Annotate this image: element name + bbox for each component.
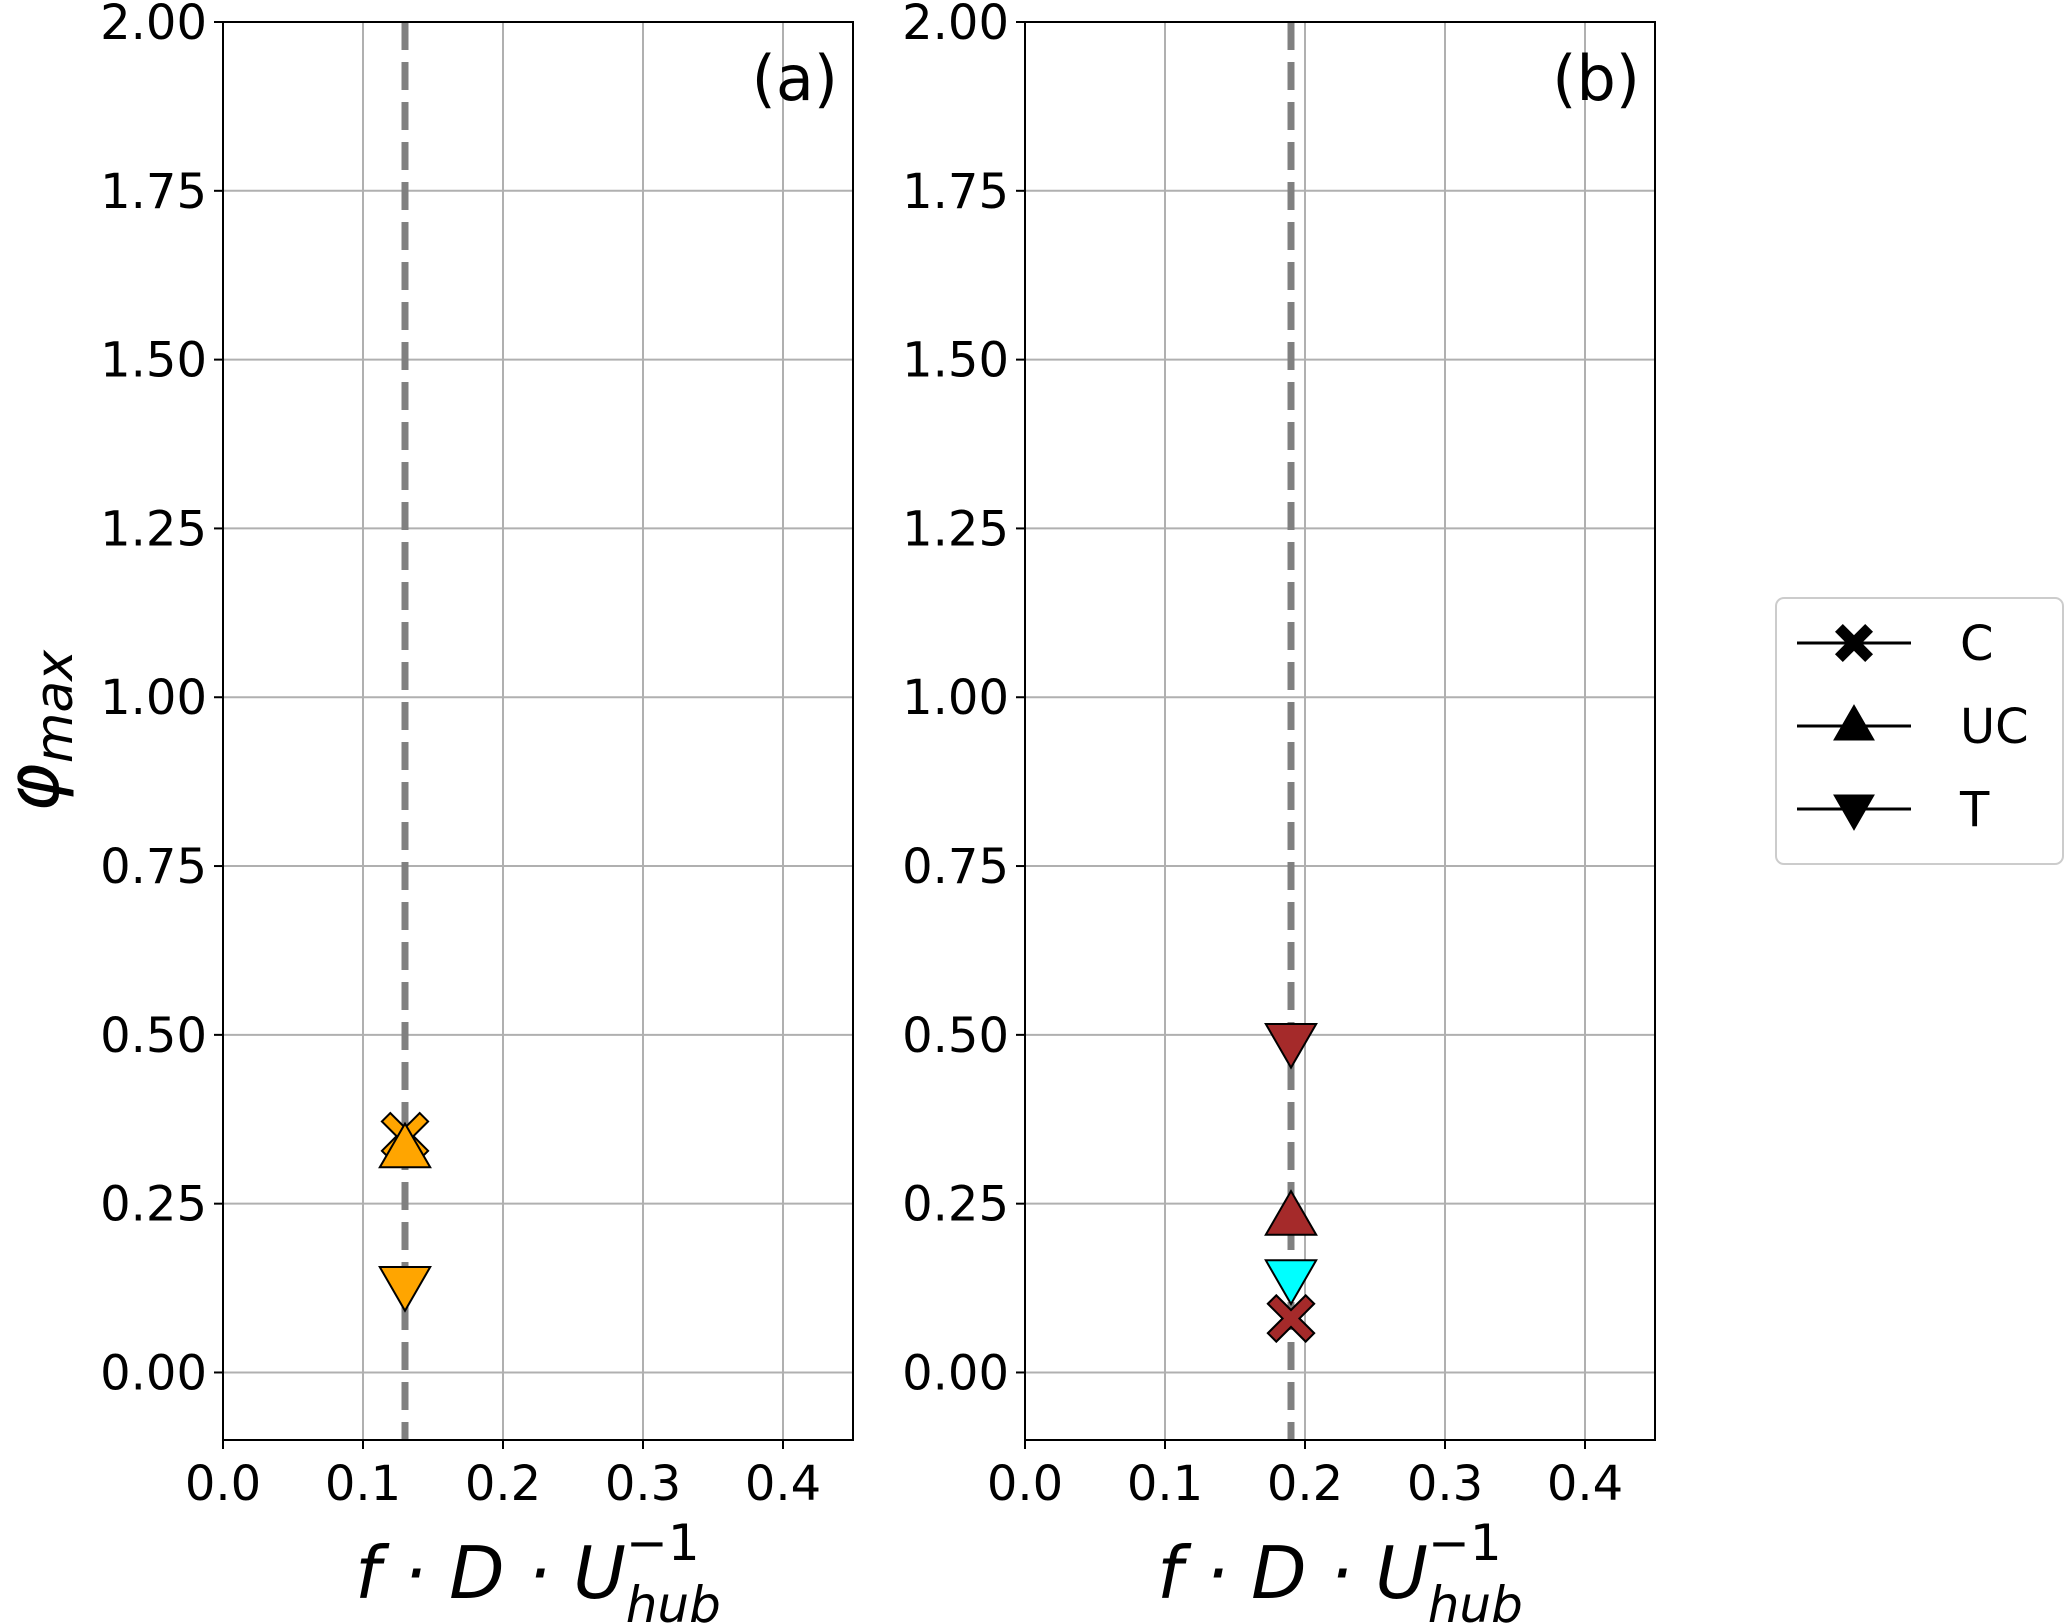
legend-marker-triangle-down (1833, 794, 1875, 831)
y-axis-label: φmax (0, 649, 85, 812)
y-axis-label-main: φ (0, 763, 76, 812)
data-point-triangle-down (1264, 1259, 1318, 1306)
x-tick-label: 0.4 (1547, 1456, 1623, 1512)
legend-marker-x (1834, 623, 1874, 663)
y-tick-label: 1.50 (100, 333, 207, 389)
x-axis-label: f · D · U−1 hub (1157, 1514, 1523, 1623)
y-tick-label: 1.00 (100, 670, 207, 726)
data-point-triangle-up (378, 1121, 432, 1169)
x-axis-label-main: f · D · U (1157, 1531, 1428, 1615)
y-tick-label: 0.75 (100, 839, 207, 895)
y-tick-label: 1.50 (902, 333, 1009, 389)
y-tick-label: 0.00 (100, 1345, 207, 1401)
y-tick-label: 0.25 (100, 1177, 207, 1233)
panel-b: 0.0 0.1 0.2 0.3 0.4 0.00 0.25 0.50 0.75 1.00 1.25 1… (902, 0, 1656, 1623)
panel-a: 0.0 0.1 0.2 0.3 0.4 0.00 0.25 0.50 0.75 1.00 1.25 1… (0, 0, 854, 1623)
x-tick-label: 0.1 (325, 1456, 401, 1512)
x-tick-label: 0.0 (185, 1456, 261, 1512)
y-tick-label: 1.25 (100, 501, 207, 557)
data-point-triangle-down (1264, 1022, 1318, 1070)
panel-label: (b) (1552, 42, 1640, 115)
y-tick-label: 0.75 (902, 839, 1009, 895)
x-tick-label: 0.0 (987, 1456, 1063, 1512)
x-tick-label: 0.2 (465, 1456, 541, 1512)
y-tick-label: 0.25 (902, 1177, 1009, 1233)
legend-label: C (1960, 616, 1994, 672)
x-axis-label-superscript: −1 (1428, 1514, 1502, 1572)
y-tick-label: 0.50 (902, 1008, 1009, 1064)
data-point-triangle-up (1264, 1189, 1318, 1236)
x-tick-label: 0.3 (605, 1456, 681, 1512)
x-axis-label-superscript: −1 (626, 1514, 700, 1572)
y-tick-label: 0.00 (902, 1345, 1009, 1401)
y-axis-label-subscript: max (25, 649, 85, 764)
x-tick-label: 0.2 (1267, 1456, 1343, 1512)
x-axis-label-subscript: hub (1428, 1576, 1523, 1623)
legend-label: T (1959, 782, 1990, 838)
panel-label: (a) (752, 42, 838, 115)
axes-frame (1024, 21, 1656, 1441)
x-axis-label-main: f · D · U (355, 1531, 626, 1615)
y-tick-label: 2.00 (100, 0, 207, 51)
x-axis-label-subscript: hub (626, 1576, 721, 1623)
x-axis-label: f · D · U−1 hub (355, 1514, 721, 1623)
y-tick-label: 0.50 (100, 1008, 207, 1064)
legend-label: UC (1960, 699, 2029, 755)
legend: C UC T (1775, 597, 2064, 865)
x-tick-label: 0.3 (1407, 1456, 1483, 1512)
data-point-x (1266, 1293, 1316, 1343)
y-tick-label: 1.00 (902, 670, 1009, 726)
legend-marker-triangle-up (1833, 704, 1875, 741)
y-tick-label: 1.75 (902, 164, 1009, 220)
x-tick-label: 0.1 (1127, 1456, 1203, 1512)
axes-frame (222, 21, 854, 1441)
y-tick-label: 1.25 (902, 501, 1009, 557)
x-tick-label: 0.4 (745, 1456, 821, 1512)
data-point-triangle-down (378, 1266, 432, 1313)
y-tick-label: 2.00 (902, 0, 1009, 51)
y-tick-label: 1.75 (100, 164, 207, 220)
